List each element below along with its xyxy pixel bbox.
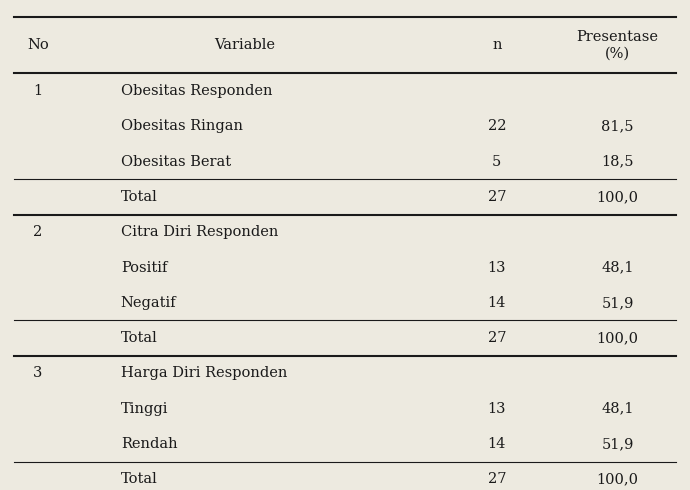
Text: 13: 13 <box>488 261 506 274</box>
Text: 100,0: 100,0 <box>597 331 638 345</box>
Text: 18,5: 18,5 <box>601 155 634 169</box>
Text: 2: 2 <box>33 225 43 239</box>
Text: 22: 22 <box>488 120 506 133</box>
Text: 27: 27 <box>488 331 506 345</box>
Text: 81,5: 81,5 <box>601 120 634 133</box>
Text: Variable: Variable <box>215 38 275 52</box>
Text: 1: 1 <box>33 84 43 98</box>
Text: 51,9: 51,9 <box>602 437 633 451</box>
Text: 3: 3 <box>33 367 43 380</box>
Text: Presentase
(%): Presentase (%) <box>577 30 658 61</box>
Text: 48,1: 48,1 <box>601 261 634 274</box>
Text: Total: Total <box>121 331 157 345</box>
Text: Total: Total <box>121 190 157 204</box>
Text: Positif: Positif <box>121 261 167 274</box>
Text: Obesitas Berat: Obesitas Berat <box>121 155 231 169</box>
Text: Citra Diri Responden: Citra Diri Responden <box>121 225 278 239</box>
Text: Rendah: Rendah <box>121 437 177 451</box>
Text: Obesitas Ringan: Obesitas Ringan <box>121 120 243 133</box>
Text: 100,0: 100,0 <box>597 472 638 486</box>
Text: 14: 14 <box>488 437 506 451</box>
Text: n: n <box>492 38 502 52</box>
Text: Tinggi: Tinggi <box>121 402 168 416</box>
Text: 5: 5 <box>492 155 502 169</box>
Text: 13: 13 <box>488 402 506 416</box>
Text: 48,1: 48,1 <box>601 402 634 416</box>
Text: Negatif: Negatif <box>121 296 177 310</box>
Text: No: No <box>27 38 49 52</box>
Text: 14: 14 <box>488 296 506 310</box>
Text: 100,0: 100,0 <box>597 190 638 204</box>
Text: 27: 27 <box>488 190 506 204</box>
Text: Total: Total <box>121 472 157 486</box>
Text: 51,9: 51,9 <box>602 296 633 310</box>
Text: Obesitas Responden: Obesitas Responden <box>121 84 273 98</box>
Text: Harga Diri Responden: Harga Diri Responden <box>121 367 287 380</box>
Text: 27: 27 <box>488 472 506 486</box>
